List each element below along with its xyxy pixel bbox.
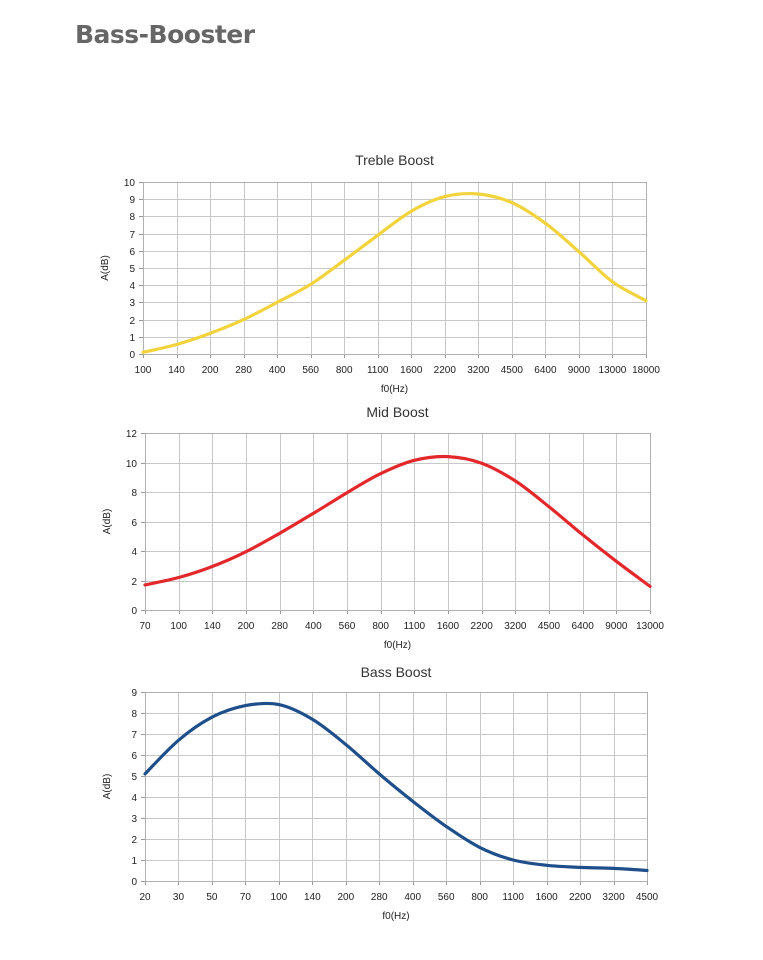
x-tick-label: 280 <box>235 365 252 376</box>
mid-series-line <box>143 454 652 588</box>
y-tick-label: 6 <box>131 518 137 529</box>
y-tick-label: 8 <box>131 709 137 720</box>
x-tick-label: 100 <box>135 365 152 376</box>
x-tick-label: 70 <box>139 621 151 632</box>
x-tick-label: 560 <box>339 621 356 632</box>
page-title: Bass-Booster <box>75 20 255 49</box>
x-tick-label: 1600 <box>400 365 423 376</box>
y-tick-label: 0 <box>129 350 135 361</box>
x-tick-label: 18000 <box>632 365 660 376</box>
y-tick-label: 3 <box>131 814 137 825</box>
x-tick-label: 4500 <box>501 365 524 376</box>
y-tick-label: 1 <box>129 333 135 344</box>
y-tick-label: 4 <box>131 793 137 804</box>
x-tick-label: 140 <box>204 621 221 632</box>
bass-series-line <box>143 701 649 873</box>
x-tick-label: 1100 <box>502 892 524 903</box>
x-tick-label: 1600 <box>437 621 460 632</box>
x-tick-label: 2200 <box>471 621 494 632</box>
bass-chart-title: Bass Boost <box>361 664 432 680</box>
y-axis-label: A(dB) <box>102 774 113 800</box>
x-tick-label: 200 <box>202 365 219 376</box>
y-axis-label: A(dB) <box>102 509 113 535</box>
x-tick-label: 2200 <box>434 365 457 376</box>
treble-boost-chart: Treble Boost 0 1 2 3 4 5 6 7 8 9 10 100 140 200 280 400 5… <box>100 152 660 395</box>
x-tick-label: 1100 <box>404 621 426 632</box>
y-tick-label: 4 <box>131 547 137 558</box>
y-tick-label: 3 <box>129 298 135 309</box>
x-tick-label: 3200 <box>467 365 490 376</box>
x-tick-label: 13000 <box>599 365 627 376</box>
y-tick-label: 9 <box>131 688 137 699</box>
x-tick-label: 20 <box>139 892 151 903</box>
x-tick-label: 70 <box>240 892 252 903</box>
plot-frame <box>143 182 647 355</box>
y-tick-label: 2 <box>131 577 137 588</box>
y-tick-label: 2 <box>129 316 135 327</box>
y-tick-label: 10 <box>124 178 136 189</box>
x-tick-label: 560 <box>438 892 455 903</box>
x-tick-label: 1600 <box>535 892 558 903</box>
x-tick-label: 4500 <box>636 892 659 903</box>
mid-chart-title: Mid Boost <box>366 404 428 420</box>
x-tick-label: 4500 <box>538 621 561 632</box>
y-tick-label: 5 <box>129 264 135 275</box>
y-tick-label: 9 <box>129 195 135 206</box>
x-tick-label: 50 <box>206 892 218 903</box>
x-tick-label: 30 <box>173 892 185 903</box>
x-tick-label: 3200 <box>504 621 527 632</box>
x-tick-label: 2200 <box>569 892 592 903</box>
y-tick-label: 5 <box>131 772 137 783</box>
y-tick-label: 8 <box>131 488 137 499</box>
y-tick-label: 8 <box>129 212 135 223</box>
x-axis-label: f0(Hz) <box>382 911 409 922</box>
y-tick-label: 1 <box>131 856 137 867</box>
y-tick-label: 7 <box>131 730 137 741</box>
x-tick-label: 280 <box>371 892 388 903</box>
y-tick-label: 6 <box>131 751 137 762</box>
y-tick-label: 10 <box>126 459 138 470</box>
plot-frame <box>145 692 648 882</box>
x-axis-label: f0(Hz) <box>384 640 411 651</box>
treble-chart-title: Treble Boost <box>355 152 434 168</box>
x-tick-label: 100 <box>170 621 187 632</box>
y-tick-label: 4 <box>129 281 135 292</box>
x-tick-label: 6400 <box>534 365 557 376</box>
mid-boost-chart: Mid Boost 0 2 4 6 8 10 12 70 100 140 200 280 400 560 80… <box>102 404 664 651</box>
x-tick-label: 560 <box>302 365 319 376</box>
x-tick-label: 200 <box>238 621 255 632</box>
x-tick-label: 400 <box>305 621 322 632</box>
y-axis-label: A(dB) <box>100 255 111 281</box>
y-tick-label: 0 <box>131 606 137 617</box>
x-tick-label: 800 <box>336 365 353 376</box>
y-tick-label: 12 <box>126 429 138 440</box>
x-tick-label: 3200 <box>602 892 625 903</box>
y-tick-label: 6 <box>129 247 135 258</box>
x-tick-label: 9000 <box>605 621 628 632</box>
x-tick-label: 280 <box>271 621 288 632</box>
y-tick-label: 7 <box>129 230 135 241</box>
x-tick-label: 400 <box>404 892 421 903</box>
x-tick-label: 800 <box>372 621 389 632</box>
x-tick-label: 6400 <box>572 621 595 632</box>
x-tick-label: 200 <box>337 892 354 903</box>
x-tick-label: 400 <box>269 365 286 376</box>
x-axis-label: f0(Hz) <box>381 384 408 395</box>
plot-frame <box>145 433 651 611</box>
y-tick-label: 0 <box>131 877 137 888</box>
y-tick-label: 2 <box>131 835 137 846</box>
x-tick-label: 140 <box>304 892 321 903</box>
x-tick-label: 140 <box>168 365 185 376</box>
x-tick-label: 100 <box>271 892 288 903</box>
x-tick-label: 1100 <box>367 365 389 376</box>
bass-boost-chart: Bass Boost 0 1 2 3 4 5 6 7 8 9 20 30 50 70 100 140 200 280… <box>102 664 659 922</box>
x-tick-label: 800 <box>471 892 488 903</box>
x-tick-label: 9000 <box>568 365 591 376</box>
x-tick-label: 13000 <box>636 621 664 632</box>
treble-series-line <box>141 191 648 354</box>
